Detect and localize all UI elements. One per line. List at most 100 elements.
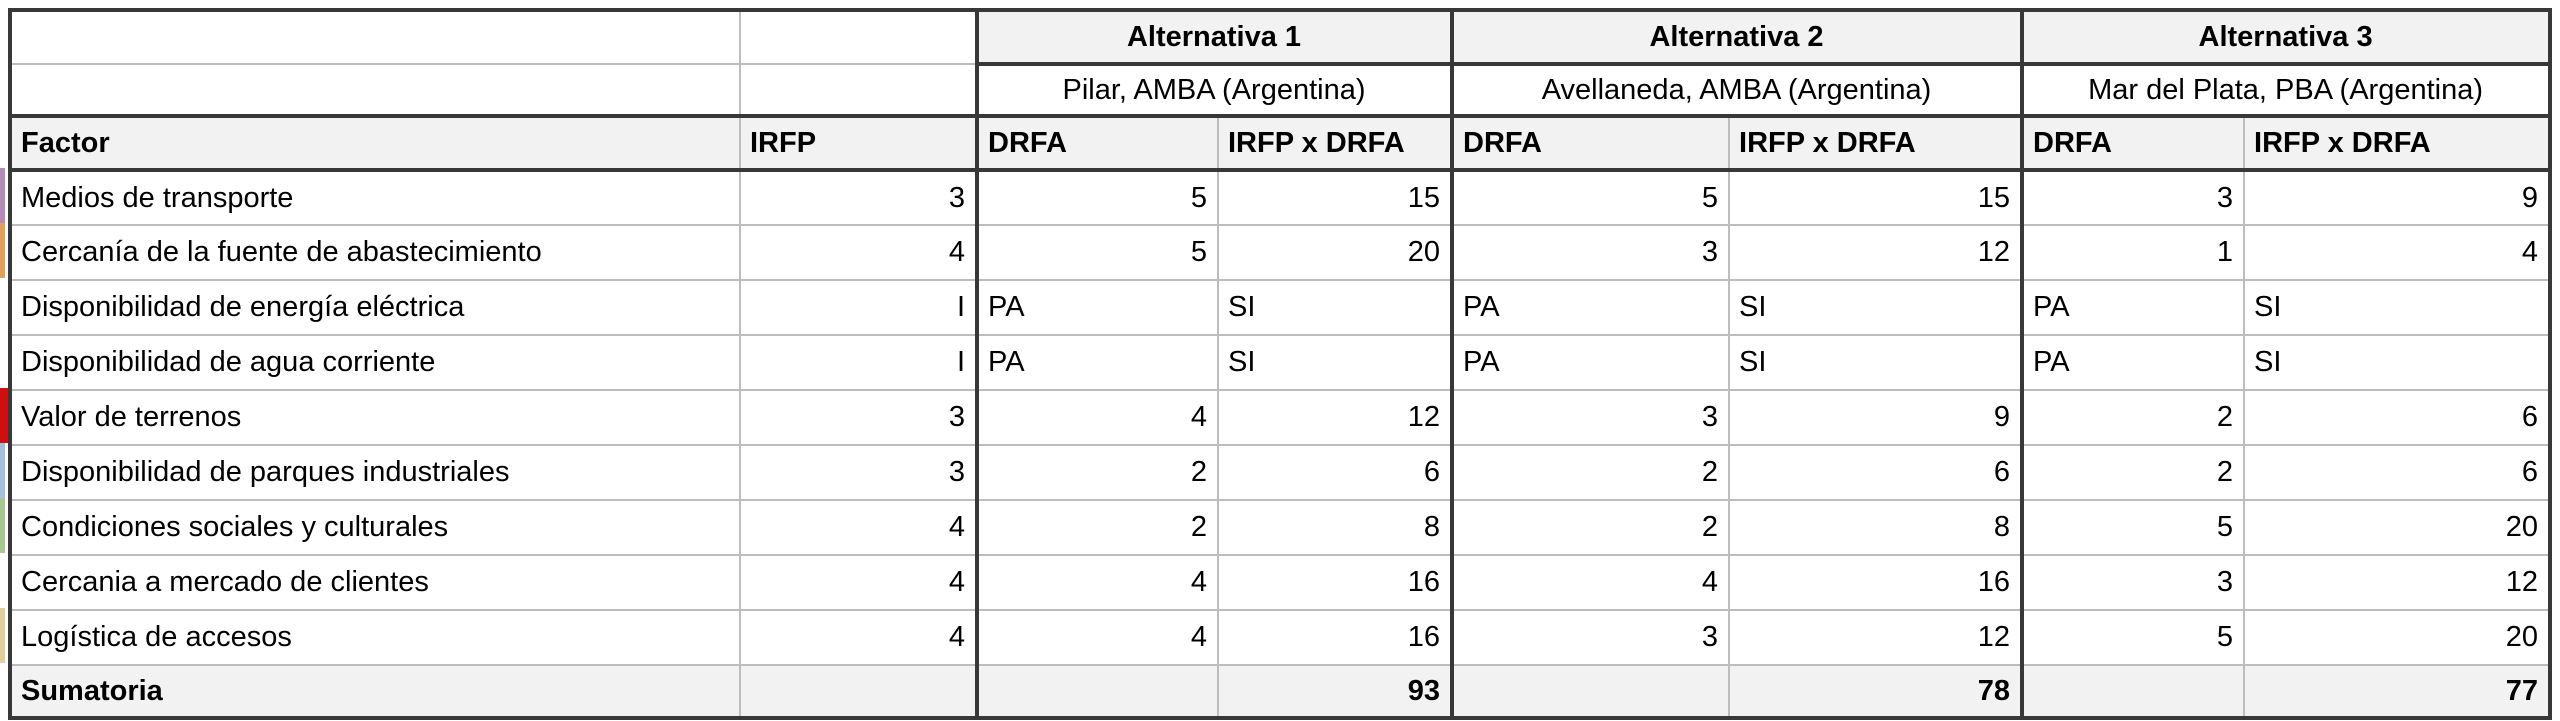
a3-drfa-cell[interactable]: 5 bbox=[2020, 499, 2246, 556]
irfp-cell[interactable]: 4 bbox=[739, 609, 978, 666]
irfp-cell[interactable]: 4 bbox=[739, 224, 978, 281]
a3-total-cell[interactable]: 20 bbox=[2243, 499, 2552, 556]
irfp-x-drfa-column-header[interactable]: IRFP x DRFA bbox=[1728, 115, 2024, 172]
a1-total-cell[interactable]: 20 bbox=[1216, 224, 1454, 281]
factor-name-cell[interactable]: Cercanía de la fuente de abastecimiento bbox=[9, 224, 741, 281]
factor-column-header[interactable]: Factor bbox=[9, 115, 741, 172]
drfa-column-header[interactable]: DRFA bbox=[1450, 115, 1731, 172]
a3-total-cell[interactable]: 6 bbox=[2243, 389, 2552, 446]
empty-cell[interactable] bbox=[739, 9, 978, 65]
a1-drfa-cell[interactable]: 4 bbox=[975, 389, 1219, 446]
a1-drfa-cell[interactable]: 5 bbox=[975, 169, 1219, 226]
a3-drfa-cell[interactable]: 2 bbox=[2020, 444, 2246, 501]
a1-total-cell[interactable]: 16 bbox=[1216, 554, 1454, 611]
a1-drfa-cell[interactable]: 2 bbox=[975, 444, 1219, 501]
alternative-1-header[interactable]: Alternativa 1 bbox=[974, 9, 1454, 66]
a2-total-cell[interactable]: SI bbox=[1728, 334, 2024, 391]
alternative-2-header[interactable]: Alternativa 2 bbox=[1450, 9, 2024, 66]
a1-total-cell[interactable]: 8 bbox=[1216, 499, 1454, 556]
a3-total-cell[interactable]: 9 bbox=[2243, 169, 2552, 226]
a3-drfa-cell[interactable]: 5 bbox=[2020, 609, 2246, 666]
a3-drfa-cell[interactable]: PA bbox=[2020, 279, 2246, 336]
a2-drfa-cell[interactable]: PA bbox=[1450, 334, 1731, 391]
a1-total-cell[interactable]: 16 bbox=[1216, 609, 1454, 666]
empty-cell[interactable] bbox=[9, 63, 741, 118]
a2-total-cell[interactable]: 16 bbox=[1728, 554, 2024, 611]
a3-total-cell[interactable]: 6 bbox=[2243, 444, 2552, 501]
factor-name-cell[interactable]: Cercania a mercado de clientes bbox=[9, 554, 741, 611]
a1-drfa-cell[interactable]: 4 bbox=[975, 554, 1219, 611]
table-row: Cercania a mercado de clientes 4 4 16 4 … bbox=[9, 554, 2552, 611]
empty-cell[interactable] bbox=[9, 9, 741, 65]
a1-drfa-cell[interactable]: PA bbox=[975, 334, 1219, 391]
empty-cell[interactable] bbox=[975, 664, 1219, 719]
a3-drfa-cell[interactable]: 1 bbox=[2020, 224, 2246, 281]
a1-total-cell[interactable]: SI bbox=[1216, 334, 1454, 391]
alternative-3-city[interactable]: Mar del Plata, PBA (Argentina) bbox=[2020, 63, 2552, 118]
a1-drfa-cell[interactable]: 5 bbox=[975, 224, 1219, 281]
summary-label-cell[interactable]: Sumatoria bbox=[9, 664, 741, 719]
a2-total-cell[interactable]: SI bbox=[1728, 279, 2024, 336]
a2-total-cell[interactable]: 9 bbox=[1728, 389, 2024, 446]
a2-drfa-cell[interactable]: PA bbox=[1450, 279, 1731, 336]
a1-drfa-cell[interactable]: PA bbox=[975, 279, 1219, 336]
a2-total-cell[interactable]: 15 bbox=[1728, 169, 2024, 226]
drfa-column-header[interactable]: DRFA bbox=[2020, 115, 2246, 172]
a3-drfa-cell[interactable]: 3 bbox=[2020, 169, 2246, 226]
a1-total-cell[interactable]: SI bbox=[1216, 279, 1454, 336]
a2-drfa-cell[interactable]: 3 bbox=[1450, 609, 1731, 666]
empty-cell[interactable] bbox=[2020, 664, 2246, 719]
a2-drfa-cell[interactable]: 5 bbox=[1450, 169, 1731, 226]
empty-cell[interactable] bbox=[739, 63, 978, 118]
a2-drfa-cell[interactable]: 3 bbox=[1450, 224, 1731, 281]
empty-cell[interactable] bbox=[1450, 664, 1731, 719]
irfp-cell[interactable]: 3 bbox=[739, 444, 978, 501]
factor-name-cell[interactable]: Logística de accesos bbox=[9, 609, 741, 666]
irfp-cell[interactable]: 4 bbox=[739, 554, 978, 611]
a1-total-cell[interactable]: 12 bbox=[1216, 389, 1454, 446]
alternative-3-header[interactable]: Alternativa 3 bbox=[2020, 9, 2552, 66]
empty-cell[interactable] bbox=[739, 664, 978, 719]
irfp-column-header[interactable]: IRFP bbox=[739, 115, 978, 172]
a3-total-cell[interactable]: 4 bbox=[2243, 224, 2552, 281]
irfp-cell[interactable]: I bbox=[739, 334, 978, 391]
factor-name-cell[interactable]: Disponibilidad de energía eléctrica bbox=[9, 279, 741, 336]
irfp-cell[interactable]: 3 bbox=[739, 169, 978, 226]
a2-total-cell[interactable]: 12 bbox=[1728, 609, 2024, 666]
drfa-column-header[interactable]: DRFA bbox=[975, 115, 1219, 172]
factor-name-cell[interactable]: Condiciones sociales y culturales bbox=[9, 499, 741, 556]
a1-drfa-cell[interactable]: 4 bbox=[975, 609, 1219, 666]
a2-sum-cell[interactable]: 78 bbox=[1728, 664, 2024, 719]
irfp-x-drfa-column-header[interactable]: IRFP x DRFA bbox=[1216, 115, 1454, 172]
a3-drfa-cell[interactable]: PA bbox=[2020, 334, 2246, 391]
factor-name-cell[interactable]: Disponibilidad de parques industriales bbox=[9, 444, 741, 501]
a1-total-cell[interactable]: 6 bbox=[1216, 444, 1454, 501]
a1-drfa-cell[interactable]: 2 bbox=[975, 499, 1219, 556]
factor-name-cell[interactable]: Disponibilidad de agua corriente bbox=[9, 334, 741, 391]
a3-total-cell[interactable]: 20 bbox=[2243, 609, 2552, 666]
a1-total-cell[interactable]: 15 bbox=[1216, 169, 1454, 226]
irfp-x-drfa-column-header[interactable]: IRFP x DRFA bbox=[2243, 115, 2552, 172]
table-row: Disponibilidad de energía eléctrica I PA… bbox=[9, 279, 2552, 336]
alternative-1-city[interactable]: Pilar, AMBA (Argentina) bbox=[974, 63, 1454, 118]
a2-drfa-cell[interactable]: 4 bbox=[1450, 554, 1731, 611]
a2-total-cell[interactable]: 12 bbox=[1728, 224, 2024, 281]
alternative-2-city[interactable]: Avellaneda, AMBA (Argentina) bbox=[1450, 63, 2024, 118]
a2-drfa-cell[interactable]: 3 bbox=[1450, 389, 1731, 446]
a2-total-cell[interactable]: 8 bbox=[1728, 499, 2024, 556]
irfp-cell[interactable]: I bbox=[739, 279, 978, 336]
irfp-cell[interactable]: 4 bbox=[739, 499, 978, 556]
a3-total-cell[interactable]: SI bbox=[2243, 279, 2552, 336]
a2-drfa-cell[interactable]: 2 bbox=[1450, 444, 1731, 501]
a1-sum-cell[interactable]: 93 bbox=[1216, 664, 1454, 719]
factor-name-cell[interactable]: Medios de transporte bbox=[9, 169, 741, 226]
a2-total-cell[interactable]: 6 bbox=[1728, 444, 2024, 501]
a3-drfa-cell[interactable]: 3 bbox=[2020, 554, 2246, 611]
irfp-cell[interactable]: 3 bbox=[739, 389, 978, 446]
a3-sum-cell[interactable]: 77 bbox=[2243, 664, 2552, 719]
a2-drfa-cell[interactable]: 2 bbox=[1450, 499, 1731, 556]
a3-total-cell[interactable]: SI bbox=[2243, 334, 2552, 391]
a3-total-cell[interactable]: 12 bbox=[2243, 554, 2552, 611]
a3-drfa-cell[interactable]: 2 bbox=[2020, 389, 2246, 446]
factor-name-cell[interactable]: Valor de terrenos bbox=[9, 389, 741, 446]
